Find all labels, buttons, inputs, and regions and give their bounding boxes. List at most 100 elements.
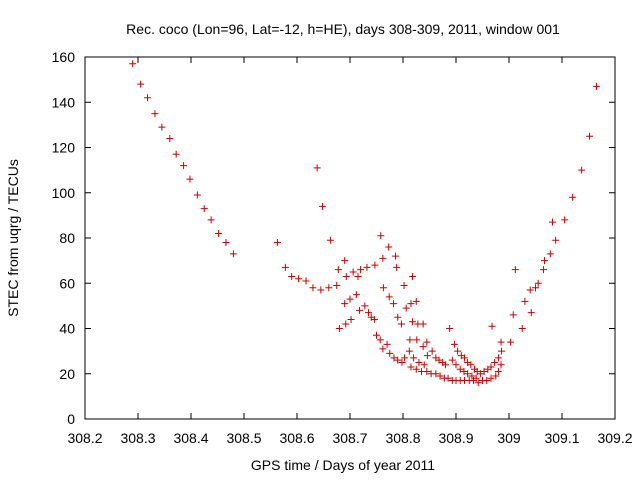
- chart-title: Rec. coco (Lon=96, Lat=-12, h=HE), days …: [126, 21, 560, 37]
- data-point: [552, 236, 560, 244]
- data-point: [325, 284, 333, 292]
- data-point: [467, 361, 475, 369]
- data-point: [546, 250, 554, 258]
- data-point: [361, 302, 369, 310]
- data-points: [129, 60, 600, 387]
- y-tick-label: 60: [59, 275, 75, 291]
- x-tick-label: 308.4: [173, 430, 208, 446]
- data-point: [428, 347, 436, 355]
- data-point: [385, 243, 393, 251]
- data-point: [333, 282, 341, 290]
- data-point: [346, 295, 354, 303]
- data-point: [534, 279, 542, 287]
- data-point: [412, 297, 420, 305]
- data-point: [452, 361, 460, 369]
- data-point: [539, 266, 547, 274]
- data-point: [129, 60, 137, 68]
- axis-ticks: 308.2 308.3 308.4 308.5 308.6 308.7 308.8 308.9…: [52, 49, 633, 446]
- data-point: [548, 218, 556, 226]
- data-point: [144, 94, 152, 102]
- x-tick-label: 308.6: [279, 430, 314, 446]
- data-point: [326, 236, 334, 244]
- data-point: [460, 354, 468, 362]
- data-point: [317, 286, 325, 294]
- data-point: [480, 367, 488, 375]
- data-point: [200, 205, 208, 213]
- data-point: [412, 365, 420, 373]
- data-point: [394, 313, 402, 321]
- x-tick-label: 309.2: [597, 430, 632, 446]
- data-point: [569, 193, 577, 201]
- x-tick-label: 308.9: [438, 430, 473, 446]
- y-tick-label: 160: [52, 49, 76, 65]
- data-point: [592, 82, 600, 90]
- data-point: [379, 284, 387, 292]
- data-point: [492, 372, 500, 380]
- data-point: [511, 266, 519, 274]
- data-point: [318, 202, 326, 210]
- data-point: [491, 358, 499, 366]
- y-tick-label: 40: [59, 321, 75, 337]
- data-point: [172, 150, 180, 158]
- data-point: [419, 343, 427, 351]
- data-point: [180, 162, 188, 170]
- data-point: [281, 263, 289, 271]
- data-point: [423, 338, 431, 346]
- data-point: [487, 363, 495, 371]
- x-tick-label: 308.3: [120, 430, 155, 446]
- x-tick-label: 309: [497, 430, 521, 446]
- data-point: [454, 347, 462, 355]
- data-point: [207, 216, 215, 224]
- data-point: [402, 304, 410, 312]
- data-point: [450, 340, 458, 348]
- data-point: [151, 110, 159, 118]
- data-point: [273, 239, 281, 247]
- data-point: [342, 272, 350, 280]
- data-point: [370, 315, 378, 323]
- data-point: [357, 266, 365, 274]
- data-point: [354, 272, 362, 280]
- data-point: [532, 284, 539, 292]
- x-tick-label: 308.2: [67, 430, 102, 446]
- x-tick-label: 308.8: [385, 430, 420, 446]
- x-tick-label: 308.7: [332, 430, 367, 446]
- data-point: [352, 291, 360, 299]
- data-point: [341, 257, 349, 265]
- data-point: [518, 325, 526, 332]
- data-point: [415, 358, 423, 366]
- data-point: [578, 166, 586, 174]
- data-point: [423, 352, 431, 360]
- data-point: [334, 266, 342, 274]
- data-point: [295, 275, 303, 283]
- y-axis-label: STEC from uqrg / TECUs: [5, 159, 21, 317]
- data-point: [371, 261, 379, 269]
- data-point: [488, 322, 496, 330]
- y-tick-label: 20: [59, 366, 75, 382]
- data-point: [497, 338, 505, 346]
- data-point: [509, 311, 517, 319]
- data-point: [526, 286, 534, 294]
- data-point: [464, 370, 472, 378]
- data-point: [390, 354, 398, 362]
- data-point: [398, 358, 406, 366]
- data-point: [397, 320, 405, 328]
- data-point: [186, 175, 194, 183]
- data-point: [468, 372, 476, 380]
- data-point: [229, 250, 237, 258]
- data-point: [436, 372, 444, 380]
- data-point: [527, 309, 535, 317]
- data-point: [541, 257, 549, 265]
- data-point: [379, 254, 387, 262]
- data-point: [474, 379, 482, 387]
- data-point: [561, 216, 569, 224]
- data-point: [313, 164, 321, 172]
- data-point: [166, 134, 174, 142]
- data-point: [444, 374, 452, 382]
- data-point: [494, 367, 502, 375]
- data-point: [393, 263, 401, 271]
- data-point: [377, 232, 385, 240]
- y-tick-label: 120: [52, 140, 76, 156]
- data-point: [446, 325, 454, 332]
- data-point: [586, 132, 594, 140]
- data-point: [386, 349, 394, 357]
